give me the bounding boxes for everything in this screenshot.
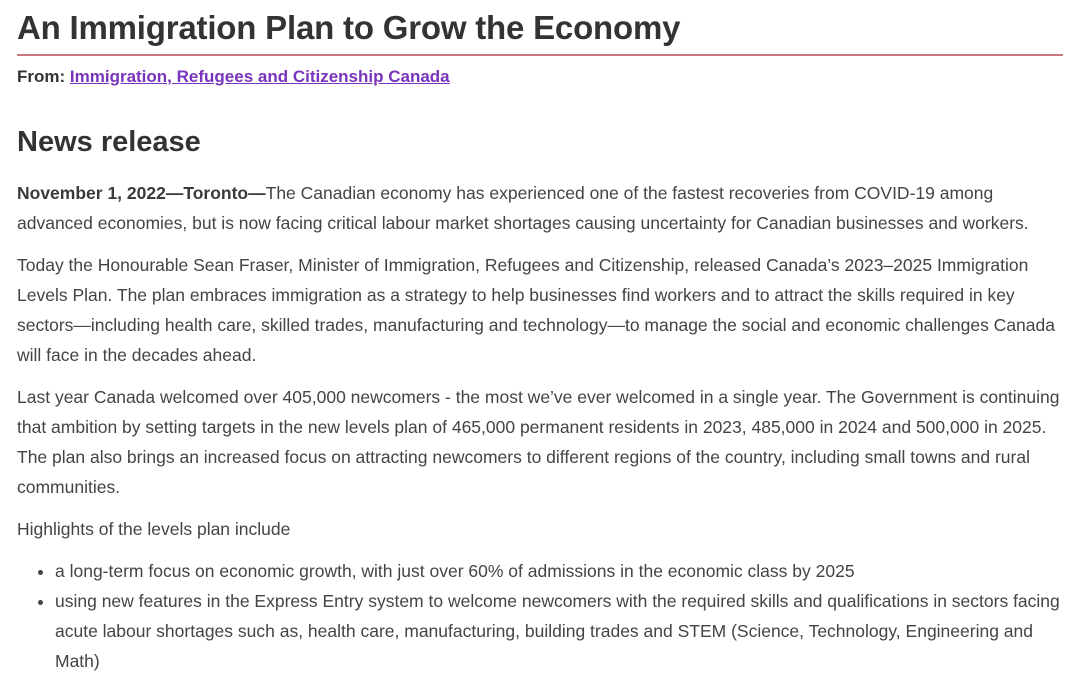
section-heading-news-release: News release	[17, 126, 201, 158]
paragraph-3: Last year Canada welcomed over 405,000 n…	[17, 387, 1060, 497]
highlight-item-express-entry: using new features in the Express Entry …	[55, 586, 1063, 676]
paragraph-dateline: November 1, 2022—Toronto—The Canadian ec…	[17, 178, 1063, 238]
page-title: An Immigration Plan to Grow the Economy	[17, 8, 1063, 56]
paragraph-highlights-intro: Highlights of the levels plan include	[17, 519, 291, 539]
department-link[interactable]: Immigration, Refugees and Citizenship Ca…	[69, 67, 450, 86]
from-line: From: Immigration, Refugees and Citizens…	[17, 66, 1063, 88]
from-label: From:	[17, 67, 70, 86]
paragraph-2: Today the Honourable Sean Fraser, Minist…	[17, 255, 1055, 365]
highlights-list: a long-term focus on economic growth, wi…	[17, 556, 1063, 676]
paragraph-1-text: The Canadian economy has experienced one…	[17, 183, 1029, 233]
dateline-bold: November 1, 2022—Toronto—	[17, 183, 266, 203]
highlight-item-economic-growth: a long-term focus on economic growth, wi…	[55, 556, 1063, 586]
news-release-page: An Immigration Plan to Grow the Economy …	[0, 0, 1080, 676]
